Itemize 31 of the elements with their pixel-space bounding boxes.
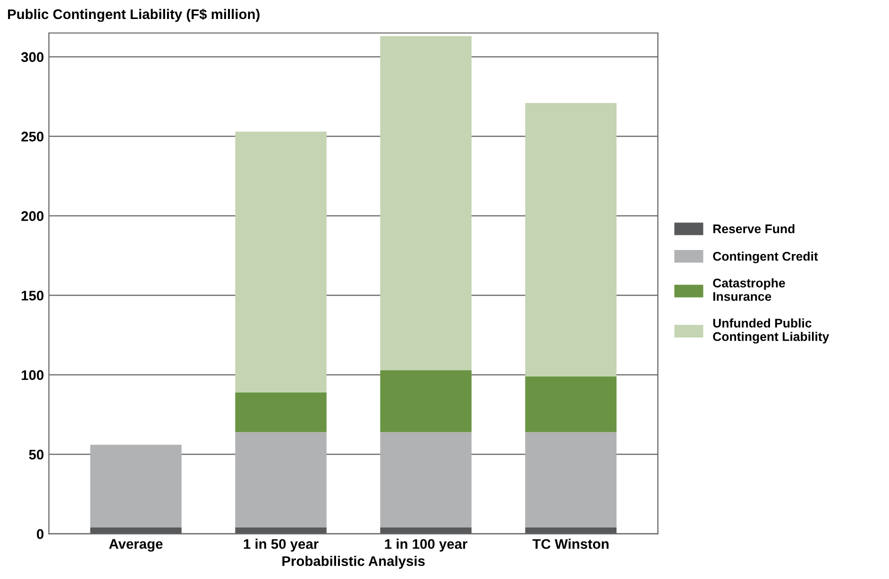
y-tick-label: 0 bbox=[36, 529, 44, 540]
x-tick-label: TC Winston bbox=[532, 538, 609, 549]
bar bbox=[525, 432, 617, 528]
bar bbox=[235, 432, 327, 528]
y-tick-label: 300 bbox=[21, 52, 44, 62]
y-tick-label: 200 bbox=[21, 211, 44, 222]
bar bbox=[235, 527, 327, 534]
bar bbox=[380, 370, 472, 432]
y-tick-label: 250 bbox=[21, 132, 44, 142]
y-tick-label: 100 bbox=[22, 370, 44, 380]
bar bbox=[525, 527, 617, 534]
x-tick-label: 1 in 50 year bbox=[244, 538, 319, 552]
legend-label: Reserve Fund bbox=[713, 224, 794, 234]
x-tick-label: 1 in 100 year bbox=[385, 538, 468, 552]
bar bbox=[90, 527, 182, 534]
y-tick-label: 50 bbox=[29, 450, 44, 460]
y-axis-title: Public Contingent Liability (F$ million) bbox=[8, 8, 260, 22]
bar bbox=[235, 132, 327, 392]
bar bbox=[525, 102, 617, 376]
bar bbox=[525, 376, 617, 432]
legend-label: Contingent Credit bbox=[713, 252, 818, 264]
legend-label: Unfunded Public Contingent Liability bbox=[713, 318, 830, 344]
x-tick-label: Average bbox=[109, 539, 163, 552]
bar bbox=[235, 392, 327, 432]
bar bbox=[90, 444, 182, 528]
bar bbox=[380, 432, 472, 528]
bar bbox=[380, 527, 472, 534]
y-tick-label: 150 bbox=[22, 290, 44, 301]
bar bbox=[380, 36, 472, 370]
legend-label: Catastrophe Insurance bbox=[713, 278, 786, 301]
x-axis-title: Probabilistic Analysis bbox=[282, 556, 425, 569]
